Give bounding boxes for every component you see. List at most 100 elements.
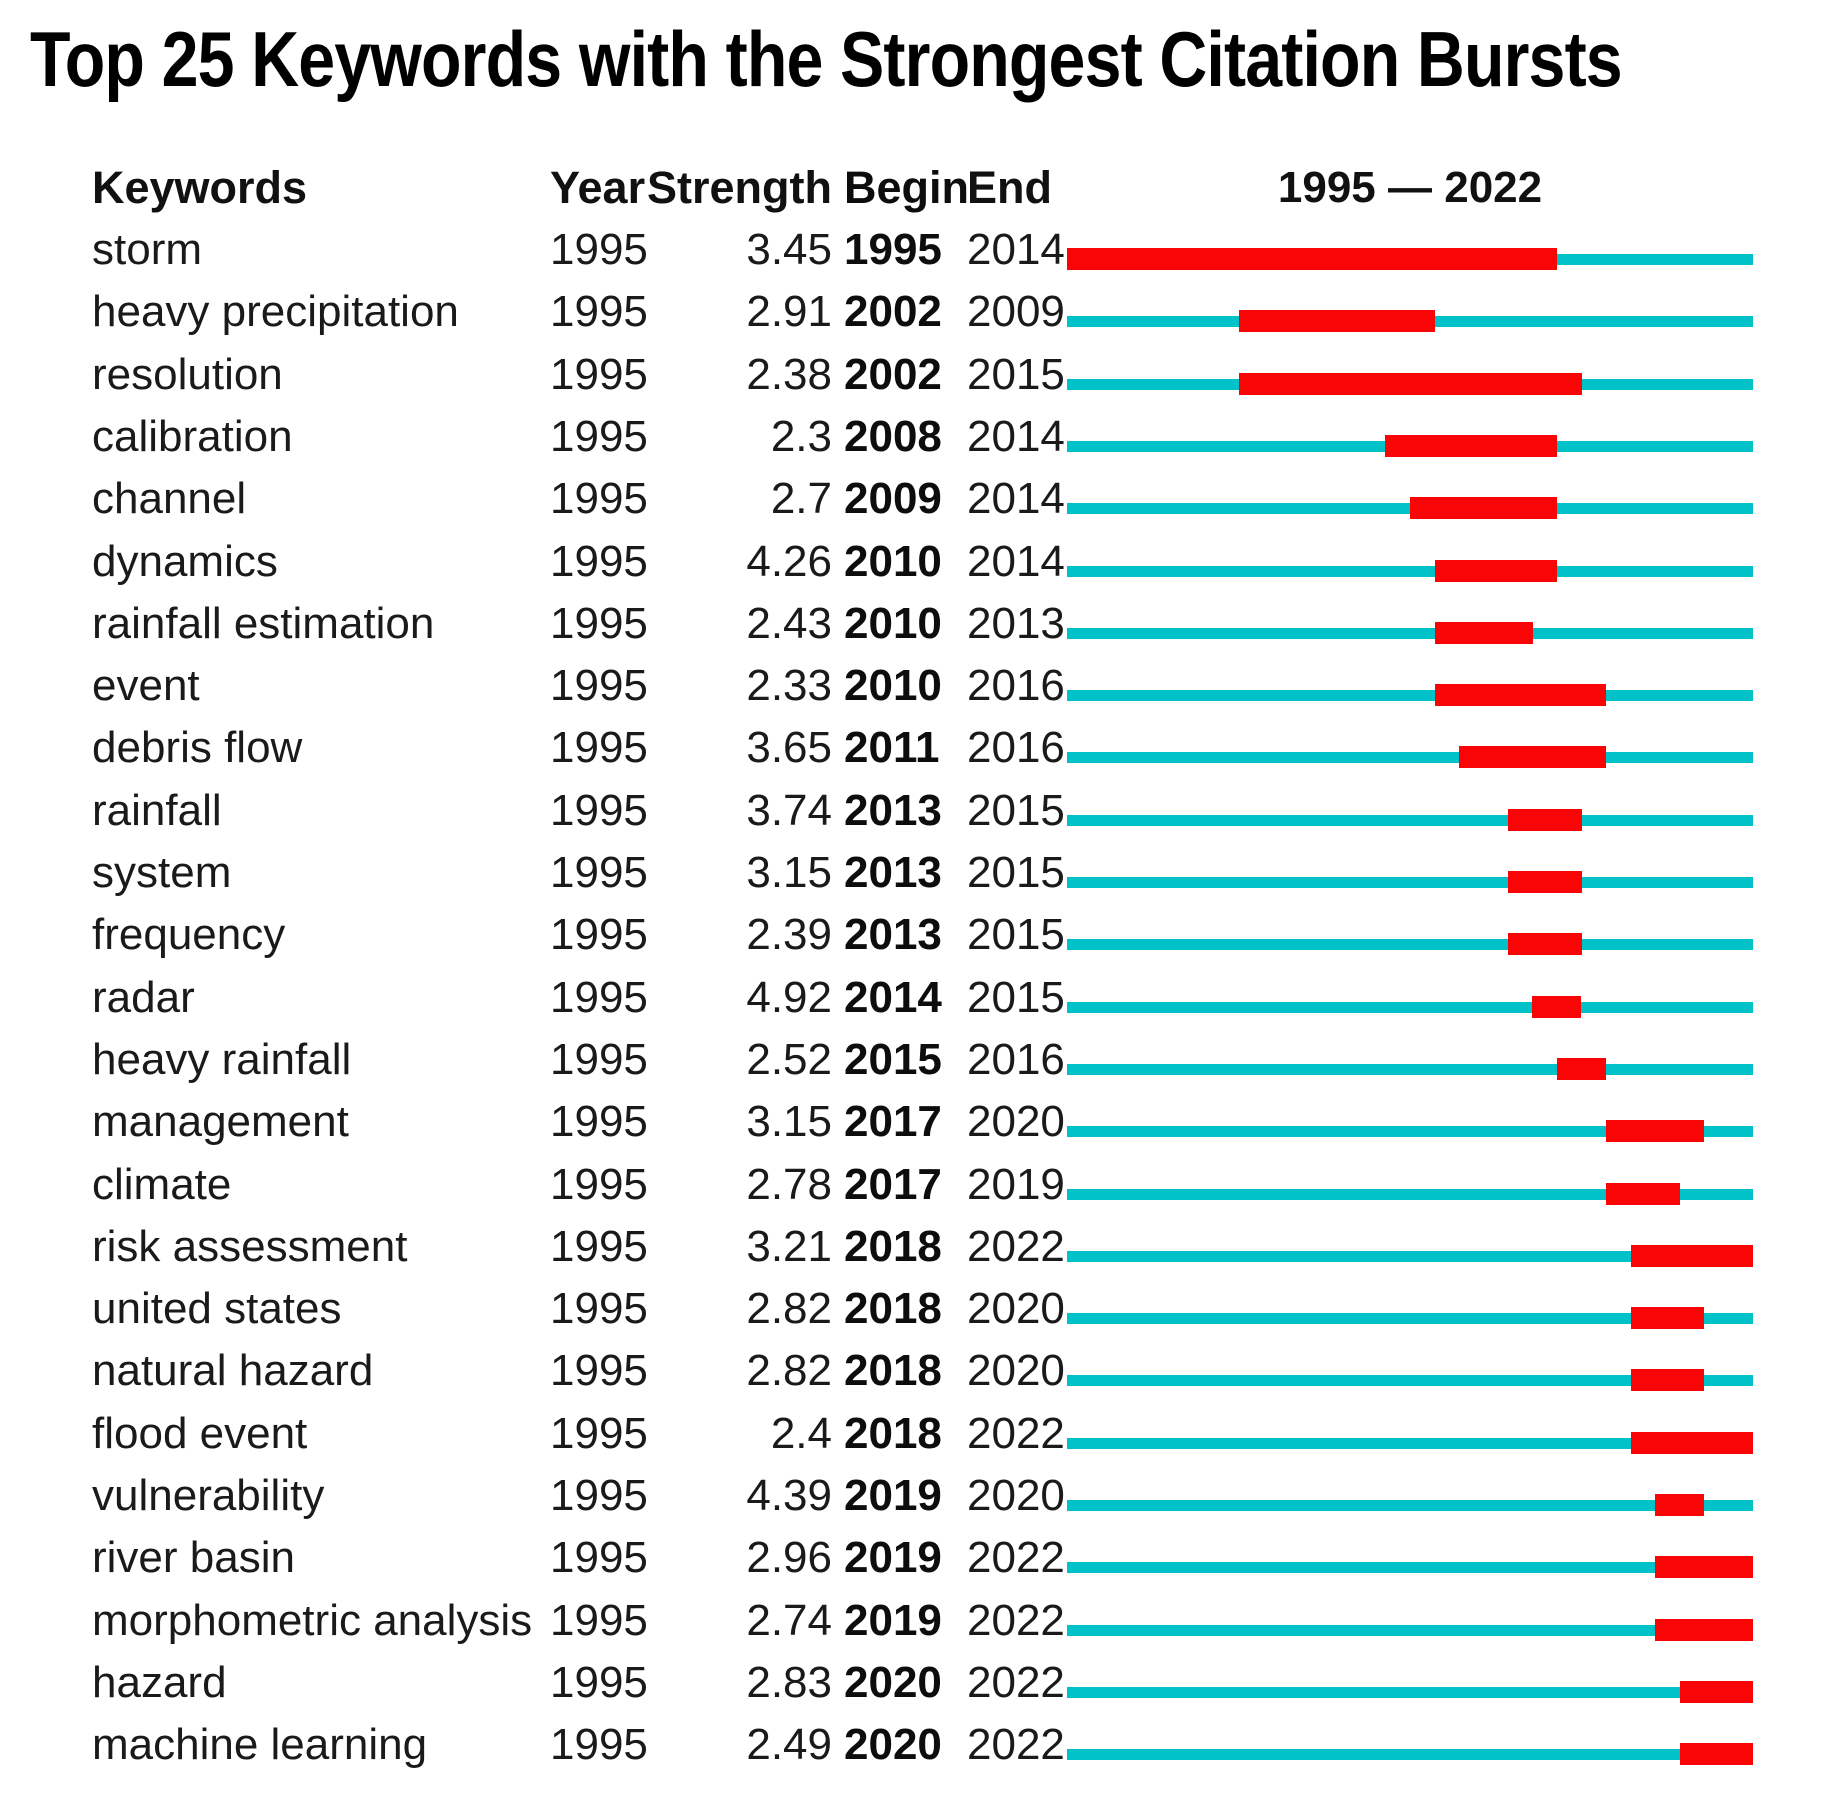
year-cell: 1995 <box>550 1160 648 1209</box>
begin-cell: 2010 <box>844 537 942 586</box>
year-cell: 1995 <box>550 1720 648 1769</box>
table-row: vulnerability 1995 4.39 2019 2020 <box>0 1465 1848 1527</box>
burst-segment <box>1630 1432 1753 1454</box>
end-cell: 2014 <box>967 474 1065 523</box>
year-cell: 1995 <box>550 350 648 399</box>
timeline-bar <box>1067 1058 1753 1080</box>
end-cell: 2009 <box>967 287 1065 336</box>
strength-cell: 3.15 <box>746 848 832 897</box>
end-cell: 2020 <box>967 1097 1065 1146</box>
timeline-baseline <box>1067 1562 1753 1573</box>
begin-cell: 2017 <box>844 1097 942 1146</box>
timeline-baseline <box>1067 566 1753 577</box>
burst-segment <box>1630 1307 1704 1329</box>
timeline-baseline <box>1067 1625 1753 1636</box>
timeline-baseline <box>1067 1064 1753 1075</box>
keyword-cell: climate <box>92 1160 232 1209</box>
end-cell: 2022 <box>967 1658 1065 1707</box>
begin-cell: 2018 <box>844 1222 942 1271</box>
timeline-bar <box>1067 933 1753 955</box>
strength-cell: 2.7 <box>770 474 832 523</box>
burst-segment <box>1434 622 1533 644</box>
burst-segment <box>1606 1120 1704 1142</box>
timeline-bar <box>1067 622 1753 644</box>
timeline-bar <box>1067 1183 1753 1205</box>
burst-segment <box>1385 435 1557 457</box>
table-row: radar 1995 4.92 2014 2015 <box>0 967 1848 1029</box>
end-cell: 2020 <box>967 1471 1065 1520</box>
table-header: Keywords Year Strength Begin End 1995 — … <box>0 157 1848 219</box>
burst-segment <box>1630 1369 1704 1391</box>
begin-cell: 2019 <box>844 1596 942 1645</box>
timeline-bar <box>1067 435 1753 457</box>
begin-cell: 2013 <box>844 786 942 835</box>
end-cell: 2022 <box>967 1596 1065 1645</box>
timeline-bar <box>1067 1494 1753 1516</box>
keyword-cell: river basin <box>92 1533 295 1582</box>
strength-cell: 2.33 <box>746 661 832 710</box>
year-cell: 1995 <box>550 225 648 274</box>
begin-cell: 2018 <box>844 1409 942 1458</box>
table-row: hazard 1995 2.83 2020 2022 <box>0 1652 1848 1714</box>
keyword-cell: risk assessment <box>92 1222 408 1271</box>
keyword-cell: debris flow <box>92 723 303 772</box>
keyword-cell: hazard <box>92 1658 227 1707</box>
end-cell: 2013 <box>967 599 1065 648</box>
end-cell: 2019 <box>967 1160 1065 1209</box>
year-cell: 1995 <box>550 661 648 710</box>
keyword-cell: storm <box>92 225 202 274</box>
burst-segment <box>1434 560 1557 582</box>
begin-cell: 2009 <box>844 474 942 523</box>
year-cell: 1995 <box>550 1097 648 1146</box>
end-cell: 2022 <box>967 1409 1065 1458</box>
year-cell: 1995 <box>550 786 648 835</box>
timeline-bar <box>1067 373 1753 395</box>
table-row: climate 1995 2.78 2017 2019 <box>0 1154 1848 1216</box>
year-cell: 1995 <box>550 723 648 772</box>
year-cell: 1995 <box>550 1346 648 1395</box>
strength-cell: 2.74 <box>746 1596 832 1645</box>
strength-cell: 3.15 <box>746 1097 832 1146</box>
keyword-cell: natural hazard <box>92 1346 374 1395</box>
burst-segment <box>1508 809 1582 831</box>
table-row: calibration 1995 2.3 2008 2014 <box>0 406 1848 468</box>
burst-segment <box>1508 933 1582 955</box>
year-cell: 1995 <box>550 1596 648 1645</box>
year-cell: 1995 <box>550 1035 648 1084</box>
strength-cell: 3.45 <box>746 225 832 274</box>
col-header-keywords: Keywords <box>92 162 308 213</box>
begin-cell: 2015 <box>844 1035 942 1084</box>
strength-cell: 2.82 <box>746 1346 832 1395</box>
strength-cell: 2.52 <box>746 1035 832 1084</box>
timeline-bar <box>1067 1432 1753 1454</box>
burst-segment <box>1238 373 1582 395</box>
end-cell: 2020 <box>967 1284 1065 1333</box>
strength-cell: 2.82 <box>746 1284 832 1333</box>
burst-segment <box>1606 1183 1680 1205</box>
keyword-cell: morphometric analysis <box>92 1596 533 1645</box>
strength-cell: 3.65 <box>746 723 832 772</box>
begin-cell: 1995 <box>844 225 942 274</box>
begin-cell: 2010 <box>844 661 942 710</box>
table-row: resolution 1995 2.38 2002 2015 <box>0 344 1848 406</box>
strength-cell: 3.74 <box>746 786 832 835</box>
keyword-cell: heavy precipitation <box>92 287 459 336</box>
keyword-cell: vulnerability <box>92 1471 325 1520</box>
end-cell: 2015 <box>967 973 1065 1022</box>
table-row: debris flow 1995 3.65 2011 2016 <box>0 717 1848 779</box>
col-header-year: Year <box>550 162 646 213</box>
chart-title: Top 25 Keywords with the Strongest Citat… <box>30 15 1623 103</box>
year-cell: 1995 <box>550 1533 648 1582</box>
table-row: rainfall estimation 1995 2.43 2010 2013 <box>0 593 1848 655</box>
year-cell: 1995 <box>550 1222 648 1271</box>
table-row: united states 1995 2.82 2018 2020 <box>0 1278 1848 1340</box>
begin-cell: 2020 <box>844 1658 942 1707</box>
year-cell: 1995 <box>550 910 648 959</box>
timeline-bar <box>1067 310 1753 332</box>
table-row: storm 1995 3.45 1995 2014 <box>0 219 1848 281</box>
begin-cell: 2011 <box>844 723 940 772</box>
table-row: frequency 1995 2.39 2013 2015 <box>0 904 1848 966</box>
strength-cell: 4.92 <box>746 973 832 1022</box>
timeline-baseline <box>1067 1500 1753 1511</box>
